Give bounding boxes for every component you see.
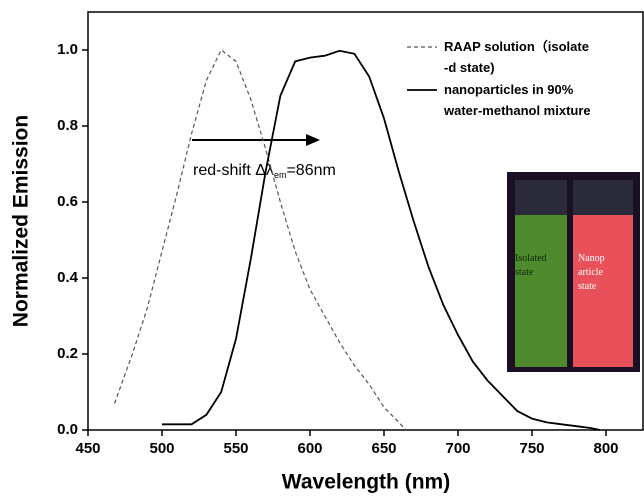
y-tick-label: 0.6 — [57, 193, 78, 210]
x-tick-label: 450 — [75, 440, 100, 457]
inset-label: Isolated state — [515, 253, 547, 278]
y-tick-label: 0.8 — [57, 117, 78, 134]
green-vial — [515, 215, 567, 367]
plot-frame — [87, 11, 644, 431]
inset-photo: Isolated state Nanop article state — [507, 172, 640, 372]
inset-label-box: Isolated state — [515, 253, 547, 278]
legend-label: nanoparticles in 90% water-methanol mixt… — [444, 82, 591, 118]
arrow-head — [306, 134, 320, 146]
legend-box: nanoparticles in 90% water-methanol mixt… — [444, 82, 591, 118]
inset-label-box: Nanop article state — [578, 253, 605, 292]
y-tick-label: 0.0 — [57, 421, 78, 438]
x-tick-label: 750 — [519, 440, 544, 457]
green-vial-top — [515, 180, 567, 215]
red-vial-top — [573, 180, 633, 215]
y-tick-label: 0.4 — [57, 269, 79, 286]
x-tick-label: 500 — [149, 440, 174, 457]
x-tick-label: 800 — [593, 440, 618, 457]
x-tick-label: 700 — [445, 440, 470, 457]
red-vial — [573, 215, 633, 367]
annotation-text: red-shift Δλ — [193, 162, 274, 179]
inset-label: Nanop article state — [578, 253, 605, 292]
legend-label: RAAP solution（isolate -d state) — [444, 39, 589, 75]
data-line — [162, 49, 601, 431]
data-line — [114, 49, 407, 431]
x-axis-title: Wavelength (nm) — [282, 471, 450, 494]
annotation-after: =86nm — [286, 162, 335, 179]
legend-box: RAAP solution（isolate -d state) — [444, 39, 589, 75]
x-tick-label: 650 — [371, 440, 396, 457]
y-tick-label: 1.0 — [57, 41, 78, 58]
x-tick-label: 600 — [297, 440, 322, 457]
annotation-sub: em — [274, 170, 287, 180]
y-axis-title: Normalized Emission — [10, 115, 33, 327]
y-tick-label: 0.2 — [57, 345, 78, 362]
annotation: red-shift Δλem=86nm — [193, 162, 336, 180]
x-tick-label: 550 — [223, 440, 248, 457]
